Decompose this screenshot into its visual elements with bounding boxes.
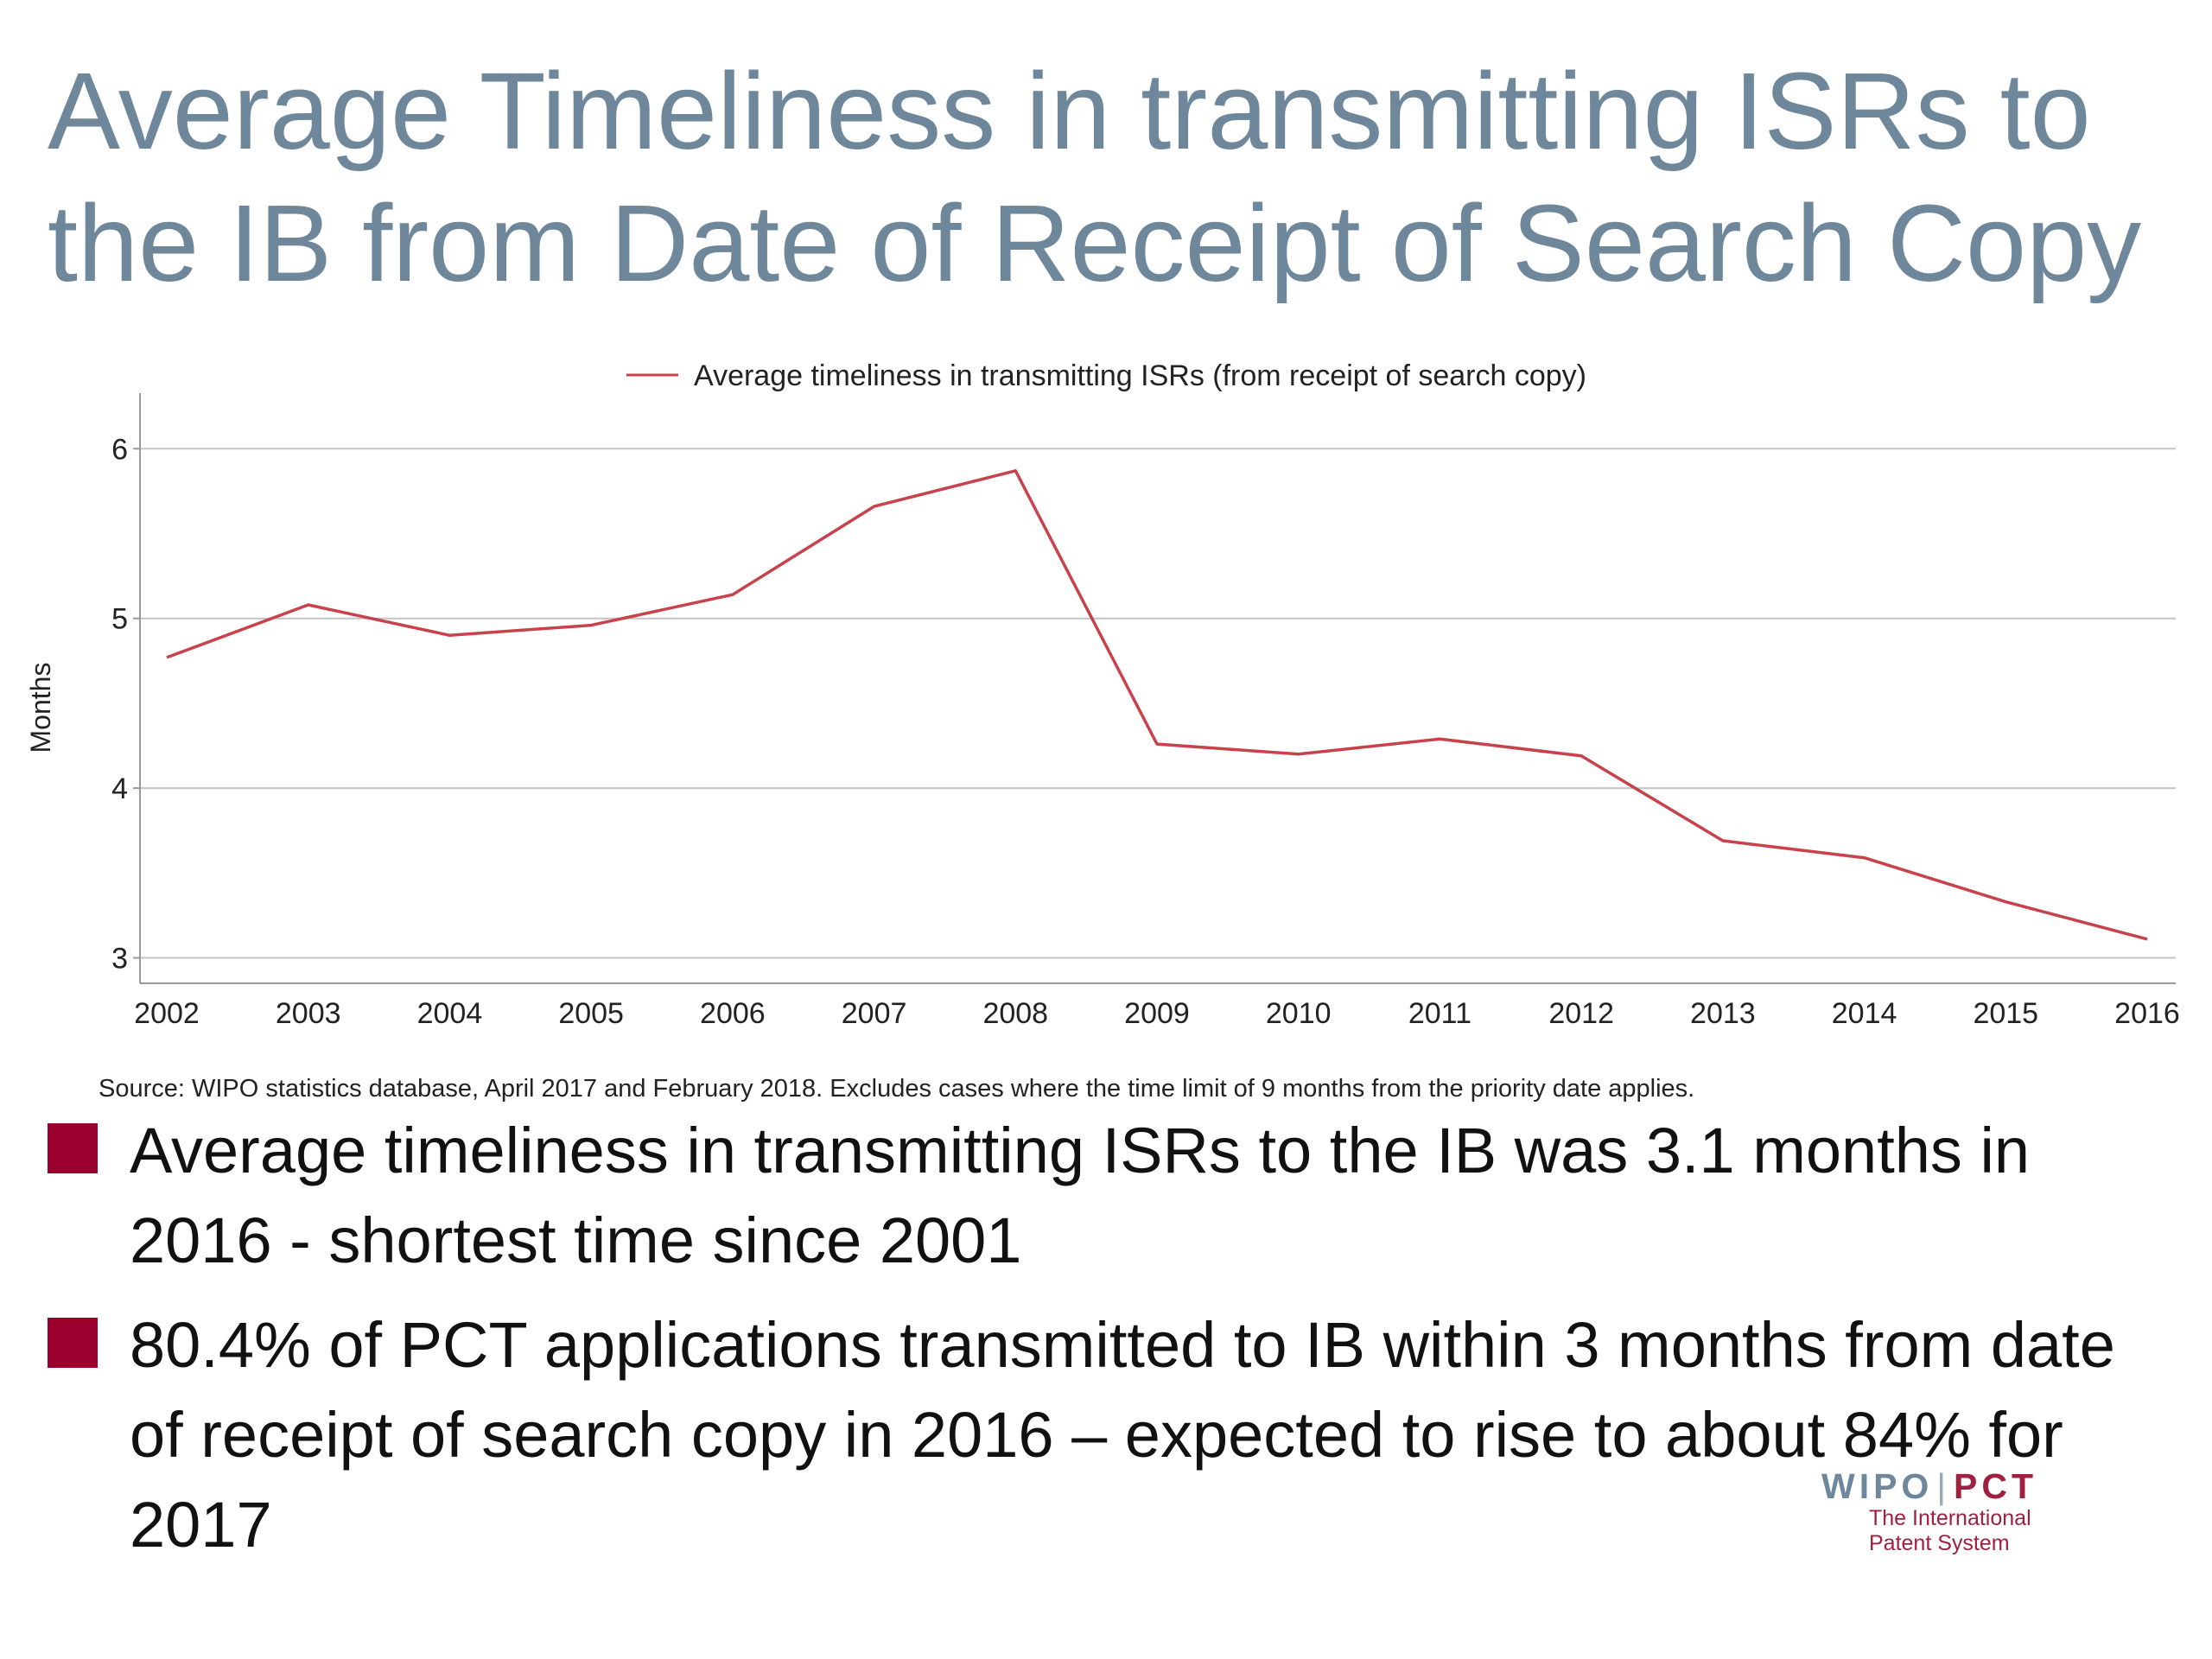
x-tick-label: 2006 [700, 997, 766, 1030]
y-tick-label: 6 [111, 433, 128, 466]
bullet-square-icon [48, 1123, 98, 1173]
x-tick-label: 2010 [1266, 997, 1332, 1030]
x-tick-labels: 2002 2003 2004 2005 2006 2007 2008 2009 2010 2011… [134, 997, 2180, 1030]
logo-separator: | [1936, 1466, 1950, 1506]
x-tick-label: 2016 [2114, 997, 2180, 1030]
data-point [1861, 855, 1868, 861]
data-point [1719, 837, 1726, 844]
data-point [871, 503, 878, 510]
legend-label: Average timeliness in transmitting ISRs … [694, 359, 1586, 392]
slide-title: Average Timeliness in transmitting ISRs … [48, 50, 2142, 304]
data-point [305, 601, 312, 608]
wipo-pct-logo: WIPO|PCT The International Patent System [1821, 1466, 2081, 1556]
x-tick-label: 2015 [1973, 997, 2038, 1030]
y-tick-labels: 3 4 5 6 [111, 433, 128, 975]
x-tick-label: 2004 [417, 997, 483, 1030]
y-tick-label: 3 [111, 943, 128, 976]
logo-pct-text: PCT [1953, 1466, 2037, 1506]
data-point [1154, 741, 1160, 747]
y-tick-label: 5 [111, 603, 128, 636]
bullet-square-icon [48, 1318, 98, 1368]
x-tick-label: 2003 [276, 997, 341, 1030]
logo-wipo-text: WIPO [1821, 1466, 1934, 1506]
series-line [166, 469, 2148, 941]
logo-wordmark: WIPO|PCT [1821, 1466, 2081, 1506]
data-point [729, 591, 736, 598]
x-tick-label: 2009 [1124, 997, 1190, 1030]
logo-subtitle-2: Patent System [1869, 1531, 2010, 1555]
chart-series [163, 467, 2151, 943]
x-tick-label: 2014 [1832, 997, 1897, 1030]
bullet-text: Average timeliness in transmitting ISRs … [130, 1115, 2031, 1276]
x-tick-label: 2012 [1548, 997, 1614, 1030]
data-point [1578, 753, 1585, 760]
y-axis-label: Months [25, 663, 56, 753]
y-tick-label: 4 [111, 772, 128, 805]
chart-gridlines [133, 448, 2176, 959]
data-point [588, 622, 594, 629]
line-chart: Average timeliness in transmitting ISRs … [25, 359, 2180, 1030]
x-tick-label: 2008 [982, 997, 1048, 1030]
x-tick-label: 2005 [558, 997, 624, 1030]
x-tick-label: 2002 [134, 997, 200, 1030]
logo-subtitle-1: The International [1869, 1506, 2031, 1530]
data-point [163, 654, 170, 661]
x-tick-label: 2011 [1408, 997, 1471, 1030]
bullet-text: 80.4% of PCT applications transmitted to… [130, 1309, 2115, 1560]
chart-axes [139, 393, 2176, 984]
data-point [1436, 735, 1443, 742]
source-note: Source: WIPO statistics database, April … [99, 1075, 1695, 1103]
data-point [446, 632, 453, 639]
data-point [2002, 899, 2009, 906]
x-tick-label: 2007 [842, 997, 907, 1030]
data-point [1012, 467, 1019, 474]
data-point [2144, 936, 2151, 943]
x-tick-label: 2013 [1690, 997, 1756, 1030]
data-point [1295, 751, 1302, 758]
chart-legend: Average timeliness in transmitting ISRs … [626, 359, 1586, 392]
